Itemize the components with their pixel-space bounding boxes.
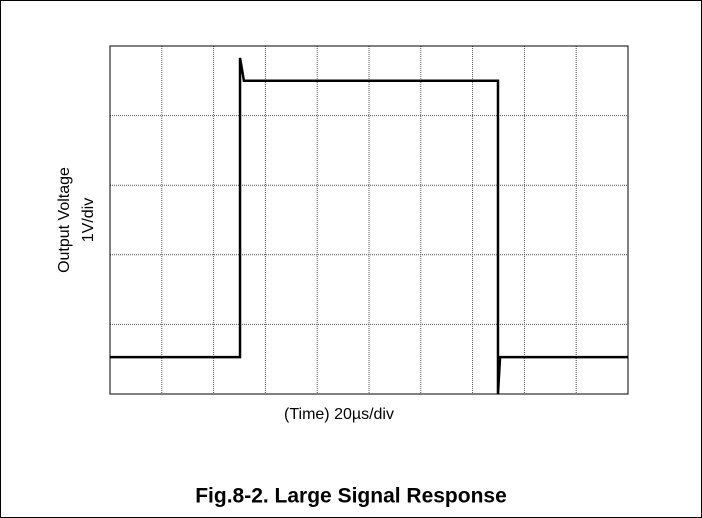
x-axis-label: (Time) 20µs/div (284, 406, 394, 423)
waveform (110, 57, 628, 395)
plot-border (109, 45, 629, 395)
chart-title: Fig.8-2. Large Signal Response (195, 485, 507, 508)
y-axis-label: 1V/div (80, 198, 97, 242)
y-axis-label: Output Voltage (56, 167, 73, 273)
